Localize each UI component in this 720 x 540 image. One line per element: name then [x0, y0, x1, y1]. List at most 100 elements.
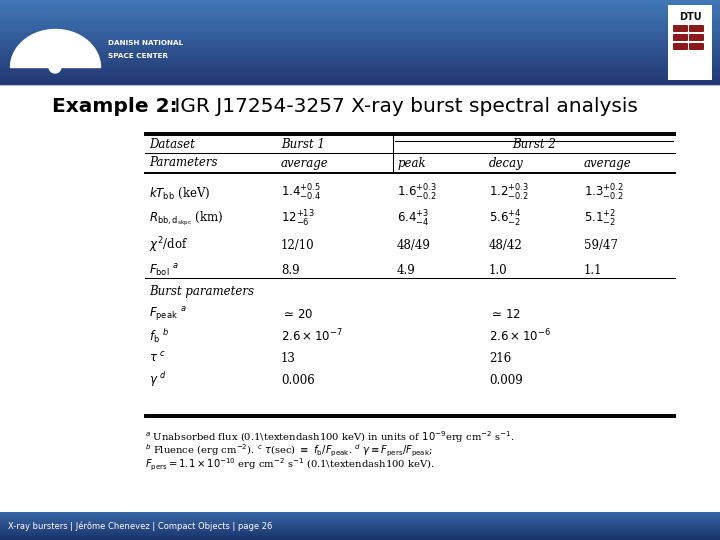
Bar — [0, 2, 720, 3]
Bar — [0, 522, 720, 523]
Bar — [0, 65, 720, 66]
Bar — [0, 527, 720, 528]
Text: 0.006: 0.006 — [281, 374, 315, 387]
Bar — [0, 62, 720, 63]
Bar — [0, 539, 720, 540]
Bar — [0, 24, 720, 25]
Bar — [0, 23, 720, 24]
Bar — [0, 25, 720, 26]
Text: Burst parameters: Burst parameters — [149, 286, 254, 299]
Bar — [0, 17, 720, 18]
Bar — [0, 60, 720, 61]
FancyBboxPatch shape — [689, 25, 704, 32]
Bar — [0, 5, 720, 6]
Text: 8.9: 8.9 — [281, 265, 300, 278]
Bar — [0, 37, 720, 38]
Bar — [0, 76, 720, 77]
Text: $\chi^2$/dof: $\chi^2$/dof — [149, 235, 188, 255]
Bar — [0, 4, 720, 5]
Text: $F_{\rm pers} = 1.1\times10^{-10}$ erg cm$^{-2}$ s$^{-1}$ (0.1\textendash100 keV: $F_{\rm pers} = 1.1\times10^{-10}$ erg c… — [145, 457, 435, 473]
Bar — [0, 36, 720, 37]
Text: $R_{\rm bb,d_{skpc}}$ (km): $R_{\rm bb,d_{skpc}}$ (km) — [149, 210, 223, 228]
Bar — [0, 31, 720, 32]
Text: $12^{+13}_{-6}$: $12^{+13}_{-6}$ — [281, 209, 315, 229]
Text: $kT_{\rm bb}$ (keV): $kT_{\rm bb}$ (keV) — [149, 185, 210, 200]
Text: Example 2:: Example 2: — [52, 98, 178, 117]
Bar — [0, 529, 720, 530]
Bar — [0, 74, 720, 75]
Bar — [0, 531, 720, 532]
Bar — [0, 61, 720, 62]
Bar — [0, 14, 720, 15]
Text: $1.2^{+0.3}_{-0.2}$: $1.2^{+0.3}_{-0.2}$ — [489, 183, 529, 203]
Bar — [0, 513, 720, 514]
Bar — [0, 63, 720, 64]
Bar — [0, 528, 720, 529]
Text: decay: decay — [489, 157, 523, 170]
Text: 13: 13 — [281, 352, 296, 365]
Bar — [0, 525, 720, 526]
Bar — [0, 530, 720, 531]
Bar — [0, 54, 720, 55]
Bar — [0, 32, 720, 33]
Text: Dataset: Dataset — [149, 138, 195, 151]
Bar — [0, 41, 720, 42]
Text: Burst 1: Burst 1 — [281, 138, 325, 151]
Bar — [0, 47, 720, 48]
Bar — [0, 82, 720, 83]
Bar — [0, 45, 720, 46]
Bar — [0, 84, 720, 85]
Bar — [0, 11, 720, 12]
Bar — [0, 521, 720, 522]
Text: $2.6\times10^{-6}$: $2.6\times10^{-6}$ — [489, 328, 551, 345]
Bar — [0, 524, 720, 525]
Bar — [0, 518, 720, 519]
Text: 48/42: 48/42 — [489, 239, 523, 252]
Text: $^b$ Fluence (erg cm$^{-2}$). $^c$ $\tau$(sec) $\equiv$ $f_{\rm b}/F_{\rm peak}$: $^b$ Fluence (erg cm$^{-2}$). $^c$ $\tau… — [145, 443, 433, 459]
Bar — [0, 517, 720, 518]
Text: 48/49: 48/49 — [397, 239, 431, 252]
Text: average: average — [281, 157, 329, 170]
Bar — [0, 51, 720, 52]
Bar — [0, 523, 720, 524]
Bar — [0, 58, 720, 59]
FancyBboxPatch shape — [673, 34, 688, 41]
Bar — [0, 6, 720, 7]
Bar — [0, 46, 720, 47]
Text: IGR J17254-3257 X-ray burst spectral analysis: IGR J17254-3257 X-ray burst spectral ana… — [168, 98, 638, 117]
Bar — [0, 538, 720, 539]
Text: SPACE CENTER: SPACE CENTER — [108, 53, 168, 59]
Circle shape — [49, 61, 61, 73]
Bar — [0, 38, 720, 39]
Text: 1.1: 1.1 — [584, 265, 603, 278]
Text: $\simeq\,12$: $\simeq\,12$ — [489, 307, 521, 321]
FancyBboxPatch shape — [689, 34, 704, 41]
Text: Burst 2: Burst 2 — [512, 138, 556, 151]
Bar — [0, 35, 720, 36]
Bar — [668, 5, 712, 80]
Bar — [0, 56, 720, 57]
Text: 1.0: 1.0 — [489, 265, 508, 278]
Bar — [0, 26, 720, 27]
Bar — [0, 30, 720, 31]
Bar — [0, 75, 720, 76]
Bar — [0, 3, 720, 4]
Text: Parameters: Parameters — [149, 157, 217, 170]
Bar — [0, 21, 720, 22]
Bar — [0, 526, 720, 527]
Text: 59/47: 59/47 — [584, 239, 618, 252]
Text: peak: peak — [397, 157, 426, 170]
Bar — [0, 33, 720, 34]
Bar — [0, 42, 720, 43]
Bar — [0, 50, 720, 51]
FancyBboxPatch shape — [673, 25, 688, 32]
Bar — [0, 520, 720, 521]
Text: $F_{\rm peak}$ $^a$: $F_{\rm peak}$ $^a$ — [149, 305, 186, 323]
Bar — [0, 519, 720, 520]
Bar — [0, 537, 720, 538]
Text: 12/10: 12/10 — [281, 239, 315, 252]
Bar — [0, 512, 720, 513]
Text: $5.6^{+4}_{-2}$: $5.6^{+4}_{-2}$ — [489, 209, 521, 229]
Bar — [0, 80, 720, 81]
Bar — [0, 1, 720, 2]
